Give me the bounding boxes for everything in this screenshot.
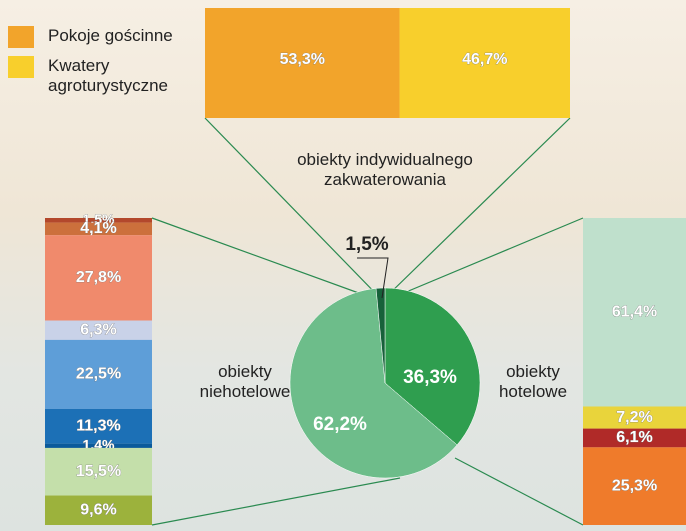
category-label: obiekty niehotelowe	[199, 362, 291, 401]
bar-segment	[583, 218, 686, 407]
bar-label: 4,1%	[80, 220, 116, 237]
bar-segment	[45, 495, 152, 525]
bar-label: 15,5%	[76, 463, 121, 480]
slice-label: 36,3%	[403, 367, 457, 388]
bar-segment	[205, 8, 400, 118]
category-label: obiekty hotelowe	[498, 362, 568, 401]
pie-slice	[384, 287, 481, 446]
connectors	[151, 117, 584, 526]
slice-label: 1,5%	[345, 234, 388, 255]
bar-segment	[45, 443, 152, 448]
bar-label: 22,5%	[76, 366, 121, 383]
pie-slice	[375, 287, 386, 384]
bar-segment	[583, 428, 686, 448]
bar-label: 61,4%	[612, 303, 657, 320]
bar-segment	[45, 339, 152, 409]
bar-label: 25,3%	[612, 477, 657, 494]
pie-slice	[289, 288, 458, 479]
bar-label: 7,2%	[616, 409, 652, 426]
bar-label: 11,3%	[76, 418, 120, 435]
legend-label: Kwatery agroturystyczne	[48, 56, 168, 95]
bar-label: 9,6%	[80, 501, 116, 518]
bar-segment	[583, 447, 686, 525]
legend-swatch	[8, 56, 34, 78]
slice-label: 62,2%	[313, 414, 367, 435]
bar-label: 27,8%	[76, 269, 121, 286]
bar-segment	[583, 406, 686, 429]
bar-segment	[45, 447, 152, 496]
bar-segment	[399, 8, 570, 118]
bar-segment	[45, 408, 152, 444]
bar-label: 53,3%	[280, 51, 325, 68]
bar-label: 46,7%	[462, 51, 507, 68]
category-label: obiekty indywidualnego zakwaterowania	[297, 150, 473, 189]
bar-segment	[45, 320, 152, 340]
bar-segment	[45, 218, 152, 223]
bar-segment	[45, 222, 152, 236]
legend-label: Pokoje gościnne	[48, 26, 173, 45]
legend-swatch	[8, 26, 34, 48]
bar-label: 6,1%	[616, 429, 652, 446]
bar-label: 6,3%	[80, 321, 116, 338]
bar-segment	[45, 235, 152, 321]
leader-line	[357, 257, 389, 299]
